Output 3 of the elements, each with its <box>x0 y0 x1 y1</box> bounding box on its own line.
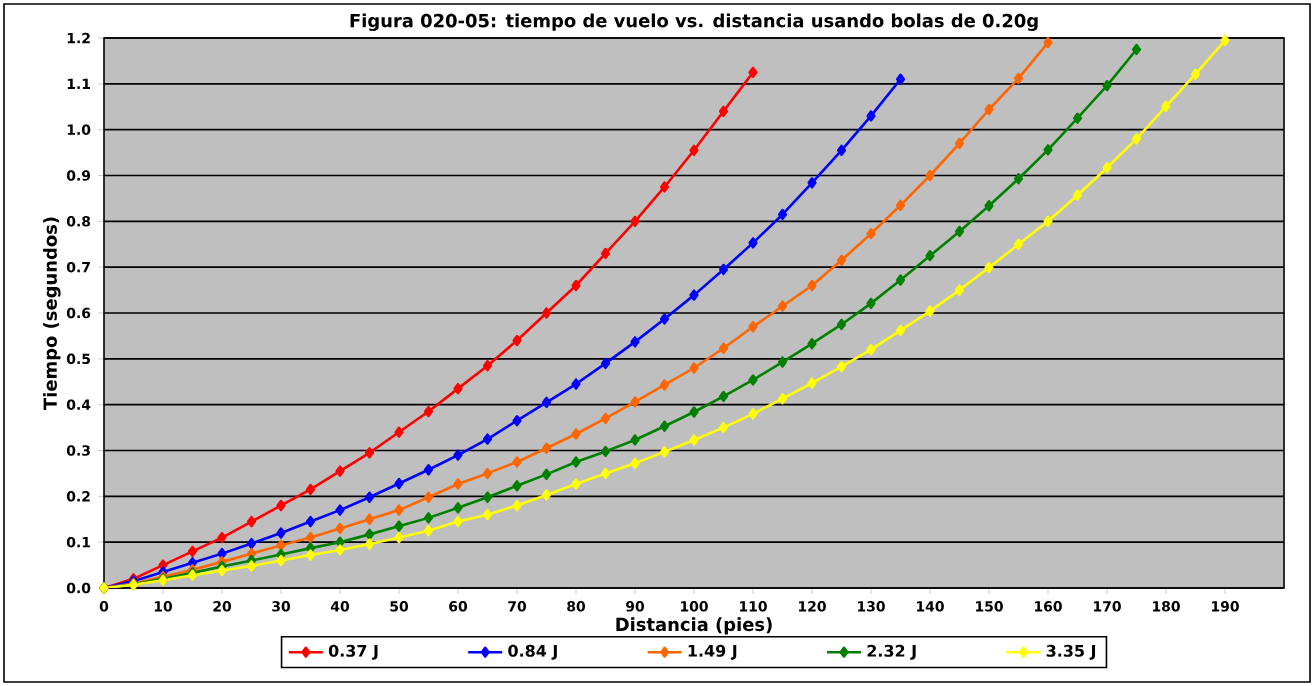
y-axis-title: Tiempo (segundos) <box>43 217 61 410</box>
chart-title: Figura 020-05: tiempo de vuelo vs. distancia usando bolas de 0.20g <box>350 13 1038 32</box>
x-axis-title: Distancia (pies) <box>616 617 772 635</box>
